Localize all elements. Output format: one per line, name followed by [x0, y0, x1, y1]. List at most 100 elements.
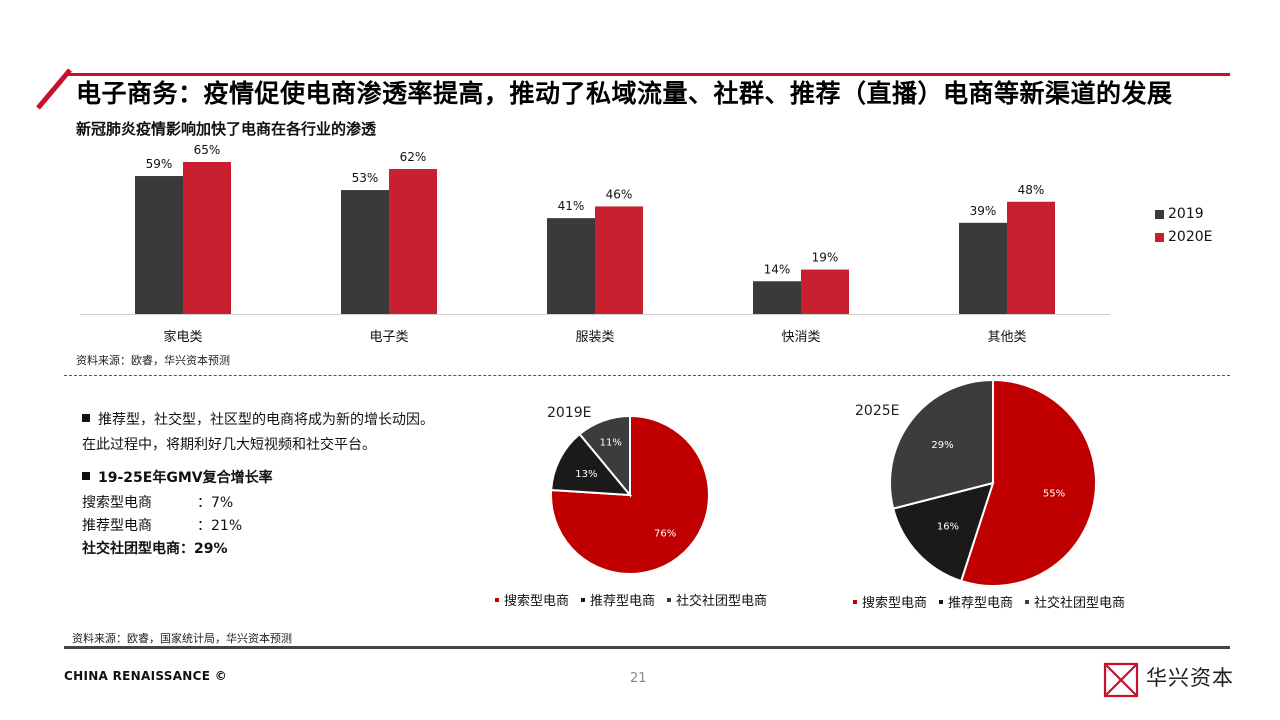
pie-legend-item: 搜索型电商 [495, 590, 569, 609]
bar-value-label: 65% [194, 143, 221, 157]
bullet-1-cont: 在此过程中，将期利好几大短视频和社交平台。 [82, 437, 376, 453]
cagr-label: 社交社团型电商 [82, 541, 180, 557]
source-note-top: 资料来源：欧睿，华兴资本预测 [76, 354, 230, 367]
pie-value-label: 16% [937, 521, 959, 532]
legend-swatch-2020e [1155, 232, 1164, 242]
legend-dot [495, 597, 499, 602]
bullet-2: 19-25E年GMV复合增长率 [82, 466, 434, 491]
cagr-value: 21% [211, 518, 243, 534]
section-divider [64, 375, 1230, 376]
pie-legend-label: 推荐型电商 [948, 596, 1014, 611]
bullet-square-icon [82, 414, 90, 422]
legend-swatch-2019 [1155, 209, 1164, 219]
bar-2020e-0 [183, 162, 231, 314]
bar-2020e-4 [1007, 201, 1055, 314]
legend-label-2020e: 2020E [1168, 229, 1213, 245]
cagr-sep: ： [197, 495, 211, 511]
pie-chart-2025: 2025E 55% 16% 29% [855, 378, 1097, 587]
bullet-2-text: 19-25E年GMV复合增长率 [98, 470, 273, 486]
category-label: 电子类 [369, 330, 408, 345]
pie-title: 2019E [547, 405, 591, 421]
pie-value-label: 76% [654, 528, 676, 539]
pie-slice-2 [889, 378, 994, 510]
cagr-row-recommend: 推荐型电商 ： 21% [82, 514, 434, 537]
bullet-square-icon [82, 472, 90, 480]
source-note-bottom: 资料来源：欧睿，国家统计局，华兴资本预测 [72, 632, 292, 645]
bar-chart: 59% 65% 家电类 53% 62% 电子类 41% 46% 服装类 14% 19% 快消类 39% 4… [80, 143, 1110, 345]
pie-legend-item: 社交社团型电商 [1025, 592, 1125, 611]
pie-legend-item: 推荐型电商 [939, 592, 1013, 611]
bar-2019-1 [341, 190, 389, 314]
footer-rule [64, 646, 1230, 649]
bullet-1-line-1: 推荐型，社交型，社区型的电商将成为新的增长动因。 [98, 412, 434, 428]
cagr-value: 29% [194, 541, 228, 557]
page-number: 21 [630, 671, 647, 686]
header-rule [64, 73, 1230, 76]
pie-legend-label: 搜索型电商 [504, 594, 570, 609]
pie-legend-label: 搜索型电商 [862, 596, 928, 611]
category-label: 快消类 [781, 330, 820, 345]
bar-value-label: 53% [352, 171, 379, 185]
bar-chart-title: 新冠肺炎疫情影响加快了电商在各行业的渗透 [76, 120, 377, 138]
bar-value-label: 39% [970, 204, 997, 218]
pie-legend-label: 社交社团型电商 [676, 594, 768, 609]
pie-value-label: 55% [1043, 489, 1065, 500]
bar-value-label: 48% [1018, 183, 1045, 197]
bar-value-label: 59% [146, 157, 173, 171]
pie-legend-2025: 搜索型电商 推荐型电商 社交社团型电商 [853, 592, 1137, 611]
cagr-row-social: 社交社团型电商 ： 29% [82, 537, 434, 560]
footer-brand: CHINA RENAISSANCE © [64, 669, 228, 683]
cagr-value: 7% [211, 495, 234, 511]
legend-item-2019: 2019 [1155, 206, 1212, 222]
bullet-1: 推荐型，社交型，社区型的电商将成为新的增长动因。 [82, 408, 434, 433]
pie-slice-2 [578, 414, 631, 498]
header-slash [36, 68, 72, 110]
logo-mark-icon [1103, 662, 1139, 698]
cagr-sep: ： [197, 518, 211, 534]
legend-dot [581, 597, 586, 602]
bar-2020e-1 [389, 169, 437, 314]
pie-legend-label: 推荐型电商 [590, 594, 656, 609]
cagr-label: 推荐型电商 [82, 518, 152, 534]
bar-2019-3 [753, 281, 801, 314]
bar-value-label: 62% [400, 150, 427, 164]
pie-legend-item: 搜索型电商 [853, 592, 927, 611]
bar-value-label: 19% [812, 251, 839, 265]
category-label: 其他类 [987, 330, 1026, 345]
legend-dot [853, 599, 857, 604]
pie-title: 2025E [855, 403, 899, 419]
pie-legend-item: 推荐型电商 [581, 590, 655, 609]
pie-value-label: 11% [600, 437, 622, 448]
pie-slice-1 [892, 481, 995, 583]
logo-text: 华兴资本 [1146, 666, 1234, 690]
pie-value-label: 13% [575, 469, 597, 480]
legend-item-2020e: 2020E [1155, 229, 1212, 245]
bar-value-label: 41% [558, 199, 585, 213]
pie-value-label: 29% [931, 440, 953, 451]
bar-value-label: 46% [606, 187, 633, 201]
bar-2019-4 [959, 222, 1007, 314]
pie-chart-2019: 2019E 76% 13% 11% [547, 405, 710, 575]
bar-2020e-3 [801, 269, 849, 314]
pie-slice-0 [959, 378, 1097, 587]
legend-dot [667, 597, 672, 602]
category-label: 服装类 [575, 330, 614, 345]
category-label: 家电类 [163, 329, 202, 345]
bar-value-label: 14% [764, 262, 791, 276]
bar-2019-0 [135, 176, 183, 314]
cagr-row-search: 搜索型电商 ： 7% [82, 491, 434, 514]
bar-legend: 2019 2020E [1155, 206, 1212, 252]
cagr-sep: ： [180, 541, 194, 557]
bar-2019-2 [547, 218, 595, 314]
bar-2020e-2 [595, 206, 643, 314]
pie-legend-2019: 搜索型电商 推荐型电商 社交社团型电商 [495, 590, 779, 609]
pie-legend-item: 社交社团型电商 [667, 590, 767, 609]
page-title: 电子商务：疫情促使电商渗透率提高，推动了私域流量、社群、推荐（直播）电商等新渠道… [76, 79, 1173, 108]
pie-slice-1 [550, 432, 633, 497]
legend-dot [939, 599, 944, 604]
legend-dot [1025, 599, 1030, 604]
pie-legend-label: 社交社团型电商 [1034, 596, 1126, 611]
cagr-label: 搜索型电商 [82, 495, 152, 511]
legend-label-2019: 2019 [1168, 206, 1204, 222]
left-text-block: 推荐型，社交型，社区型的电商将成为新的增长动因。 在此过程中，将期利好几大短视频… [82, 408, 434, 560]
